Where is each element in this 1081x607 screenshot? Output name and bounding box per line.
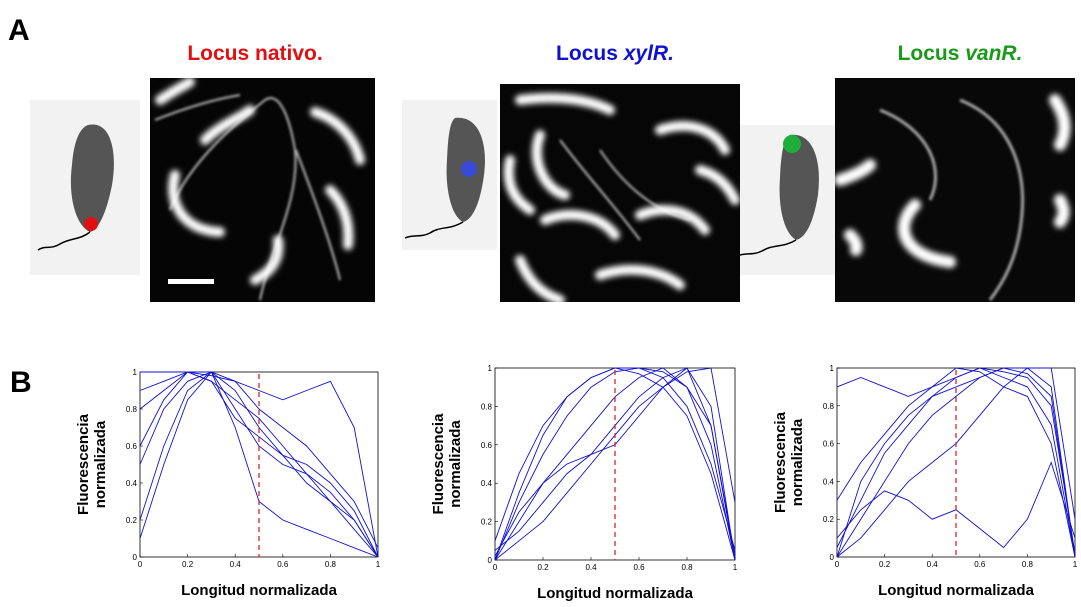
y-tick-label: 0.4: [823, 477, 835, 486]
micrograph: [150, 78, 375, 302]
y-tick-label: 1: [830, 364, 835, 373]
x-tick-label: 0.2: [879, 560, 891, 569]
x-tick-label: 1: [376, 560, 381, 569]
y-tick-label: 0.8: [823, 402, 835, 411]
title-suffix: vanR.: [965, 42, 1022, 65]
x-axis-label: Longitud normalizada: [537, 585, 693, 602]
trace: [139, 371, 379, 549]
image-title: Locus xylR.: [556, 42, 674, 65]
x-tick-label: 0.2: [182, 560, 194, 569]
x-tick-label: 0.6: [277, 560, 289, 569]
x-tick-label: 0.6: [974, 560, 986, 569]
y-axis-label: Fluorescencia: [430, 413, 447, 515]
y-tick-label: 0.2: [126, 516, 138, 525]
y-tick-label: 0.4: [126, 479, 138, 488]
y-tick-label: 0.8: [481, 402, 493, 411]
y-tick-label: 0.6: [823, 440, 835, 449]
scale-bar: [168, 279, 214, 284]
x-tick-label: 0.2: [537, 563, 549, 572]
y-axis-label: normalizada: [92, 420, 109, 508]
x-tick-label: 1: [733, 563, 738, 572]
trace: [494, 367, 736, 561]
panel-label: A: [8, 14, 30, 47]
trace: [140, 371, 379, 558]
trace: [139, 371, 379, 558]
trace: [139, 371, 379, 558]
y-axis-label: normalizada: [447, 420, 464, 508]
y-tick-label: 1: [488, 364, 493, 373]
title-prefix: Locus: [187, 42, 249, 65]
y-tick-label: 1: [133, 368, 138, 377]
trace: [139, 371, 379, 558]
y-tick-label: 0: [488, 556, 493, 565]
trace: [836, 367, 1076, 558]
y-axis-label: Fluorescencia: [75, 413, 92, 515]
title-prefix: Locus: [556, 42, 618, 65]
y-tick-label: 0.8: [126, 405, 138, 414]
x-tick-label: 0: [138, 560, 143, 569]
x-tick-label: 0: [835, 560, 840, 569]
trace: [836, 367, 1076, 558]
image-title: Locus vanR.: [898, 42, 1023, 65]
x-tick-label: 1: [1073, 560, 1078, 569]
x-axis-label: Longitud normalizada: [181, 582, 337, 599]
panel-label: B: [10, 366, 32, 399]
trace: [836, 367, 1076, 558]
cell-cartoon: [402, 100, 497, 250]
y-tick-label: 0.4: [481, 479, 493, 488]
trace: [494, 367, 736, 561]
y-tick-label: 0: [830, 553, 835, 562]
x-tick-label: 0.4: [230, 560, 242, 569]
y-tick-label: 0: [133, 553, 138, 562]
x-tick-label: 0.8: [1022, 560, 1034, 569]
y-tick-label: 0.2: [481, 518, 493, 527]
title-prefix: Locus: [898, 42, 960, 65]
micrograph: [835, 78, 1075, 302]
x-tick-label: 0: [493, 563, 498, 572]
image-title: Locus nativo.: [187, 42, 322, 65]
trace: [836, 367, 1076, 558]
y-axis-label: Fluorescencia: [772, 411, 789, 513]
title-suffix: xylR.: [623, 42, 674, 65]
x-axis-label: Longitud normalizada: [878, 582, 1034, 599]
x-tick-label: 0.4: [585, 563, 597, 572]
title-suffix: nativo.: [255, 42, 323, 65]
y-axis-label: normalizada: [789, 418, 806, 506]
y-tick-label: 0.2: [823, 515, 835, 524]
y-tick-label: 0.6: [481, 441, 493, 450]
cell-cartoon: [30, 100, 140, 275]
x-tick-label: 0.8: [681, 563, 693, 572]
x-tick-label: 0.6: [633, 563, 645, 572]
y-tick-label: 0.6: [126, 442, 138, 451]
x-tick-label: 0.4: [927, 560, 939, 569]
cell-cartoon: [735, 125, 835, 275]
micrograph: [500, 84, 740, 302]
x-tick-label: 0.8: [325, 560, 337, 569]
